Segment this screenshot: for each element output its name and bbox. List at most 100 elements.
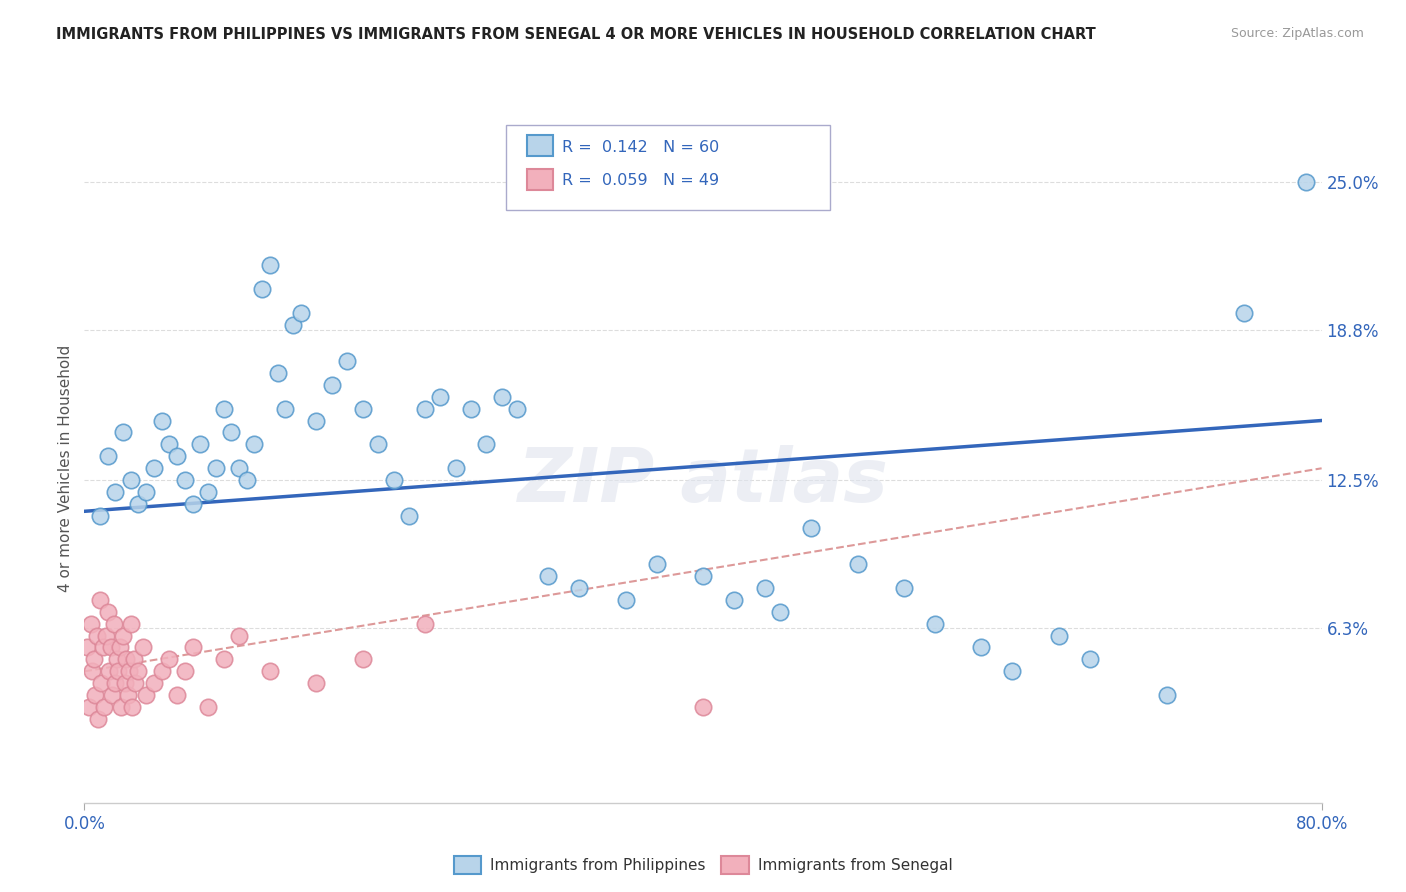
Point (259, 258, 281, 272)
Point (235, 473, 259, 487)
Point (221, 425, 243, 440)
Point (91, 640, 114, 655)
Point (197, 485, 219, 500)
Point (1047, 628, 1070, 642)
Point (398, 509, 420, 524)
Point (135, 485, 157, 500)
Point (117, 688, 139, 702)
Point (846, 557, 869, 571)
Point (127, 497, 149, 511)
Point (89, 592, 111, 607)
Point (166, 450, 188, 464)
Point (506, 401, 529, 416)
Point (94, 628, 117, 642)
Point (281, 318, 305, 332)
Point (305, 413, 328, 427)
Point (305, 676, 328, 690)
Point (970, 640, 993, 655)
Point (110, 700, 132, 714)
Point (197, 700, 219, 714)
Point (98, 665, 121, 679)
Text: Source: ZipAtlas.com: Source: ZipAtlas.com (1230, 27, 1364, 40)
Point (692, 569, 714, 583)
Point (475, 437, 498, 451)
Point (212, 652, 235, 666)
Point (537, 569, 560, 583)
Text: R =  0.059   N = 49: R = 0.059 N = 49 (562, 173, 720, 187)
Point (205, 461, 228, 475)
Point (429, 390, 451, 404)
Point (382, 473, 405, 487)
Point (127, 665, 149, 679)
Point (614, 592, 637, 607)
Point (1233, 306, 1256, 320)
Point (212, 401, 235, 416)
Point (112, 425, 135, 440)
Point (118, 665, 141, 679)
Point (321, 377, 343, 392)
Point (181, 640, 204, 655)
Point (228, 461, 250, 475)
Legend: Immigrants from Philippines, Immigrants from Senegal: Immigrants from Philippines, Immigrants … (446, 848, 960, 882)
Point (267, 366, 290, 380)
Point (228, 628, 250, 642)
Point (250, 282, 273, 296)
Point (120, 473, 142, 487)
Point (1156, 688, 1178, 702)
Point (100, 640, 122, 655)
Point (150, 413, 173, 427)
Point (769, 605, 792, 619)
Point (367, 437, 389, 451)
Text: IMMIGRANTS FROM PHILIPPINES VS IMMIGRANTS FROM SENEGAL 4 OR MORE VEHICLES IN HOU: IMMIGRANTS FROM PHILIPPINES VS IMMIGRANT… (56, 27, 1097, 42)
Point (1295, 175, 1317, 189)
Point (352, 401, 374, 416)
Text: R =  0.142   N = 60: R = 0.142 N = 60 (562, 140, 720, 154)
Point (132, 640, 155, 655)
Y-axis label: 4 or more Vehicles in Household: 4 or more Vehicles in Household (58, 344, 73, 592)
Point (96, 605, 118, 619)
Point (143, 676, 166, 690)
Point (90, 676, 112, 690)
Point (568, 581, 591, 595)
Point (352, 652, 374, 666)
Point (108, 640, 131, 655)
Point (86, 628, 108, 642)
Point (444, 461, 467, 475)
Point (87, 712, 110, 726)
Point (645, 557, 668, 571)
Point (89, 509, 111, 524)
Point (124, 676, 146, 690)
Point (723, 592, 745, 607)
Text: ZIP atlas: ZIP atlas (517, 445, 889, 518)
Point (174, 665, 197, 679)
Point (460, 401, 482, 416)
Point (122, 652, 145, 666)
Point (274, 401, 297, 416)
Point (243, 437, 266, 451)
Point (115, 652, 138, 666)
Point (1078, 652, 1101, 666)
Point (754, 581, 776, 595)
Point (290, 306, 312, 320)
Point (159, 437, 180, 451)
Point (120, 616, 142, 631)
Point (114, 676, 136, 690)
Point (924, 616, 946, 631)
Point (79, 616, 101, 631)
Point (121, 700, 143, 714)
Point (104, 676, 127, 690)
Point (96, 450, 118, 464)
Point (1001, 665, 1024, 679)
Point (82, 665, 104, 679)
Point (336, 353, 359, 368)
Point (107, 665, 129, 679)
Point (77, 700, 100, 714)
Point (413, 401, 436, 416)
Point (174, 473, 197, 487)
Point (84, 688, 107, 702)
Point (166, 688, 188, 702)
Point (135, 688, 157, 702)
Point (112, 628, 135, 642)
Point (188, 437, 212, 451)
Point (76, 640, 98, 655)
